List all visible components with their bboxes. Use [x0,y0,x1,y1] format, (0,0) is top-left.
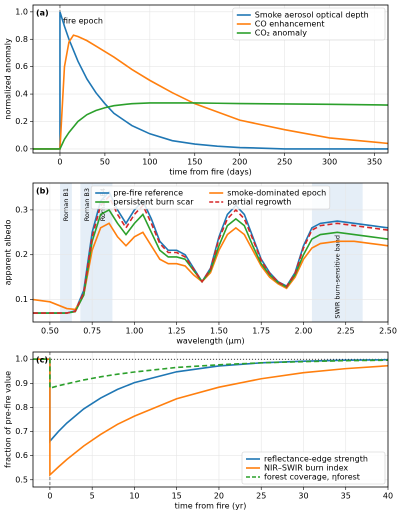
series-line [33,34,388,150]
y-tick-label: 0.0 [15,144,28,153]
legend-label: pre-fire reference [113,189,183,198]
band-label: SWIR burn-sensitive band [333,235,341,319]
x-tick-label: 25 [256,492,266,501]
plot-area [33,358,388,477]
y-tick-label: 0.3 [15,205,28,214]
axes-frame [32,4,389,154]
y-tick-label: 0.1 [15,295,28,304]
y-tick-label: 0.6 [15,451,28,460]
x-tick-label: 1.50 [210,327,228,336]
x-tick-label: 35 [341,492,351,501]
series-line [33,195,388,314]
x-axis-label: time from fire (yr) [175,502,247,511]
series-line [33,358,388,477]
x-tick-label: 2.50 [379,327,397,336]
legend-box [90,185,331,210]
series-line [33,11,388,150]
x-axis-label: wavelength (μm) [176,337,244,346]
panel-label: (a) [36,9,49,18]
legend-box [232,7,386,41]
x-tick-label: 10 [129,492,139,501]
series-line [33,102,388,150]
y-tick-label: 1.0 [15,355,28,364]
band [60,183,72,322]
x-tick-label: 150 [187,158,202,167]
x-tick-label: 1.25 [168,327,186,336]
x-tick-label: 5 [90,492,95,501]
legend-label: smoke-dominated epoch [227,189,326,198]
x-tick-label: 2.00 [295,327,313,336]
band-label: Roman B3 [83,188,91,221]
y-tick-label: 0.8 [15,35,28,44]
plot-area [33,11,388,150]
y-axis-label: fraction of pre-fire value [4,371,13,468]
legend-label: Smoke aerosol optical depth [255,11,369,20]
y-tick-label: 0.8 [15,403,28,412]
x-tick-label: 1.75 [252,327,270,336]
series-line [33,358,388,390]
x-tick-label: 0.50 [41,327,59,336]
legend-label: reflectance-edge strength [264,455,368,464]
x-tick-label: 0.75 [83,327,101,336]
x-tick-label: 250 [277,158,292,167]
x-tick-label: 1.00 [126,327,144,336]
y-axis-label: normalized anomaly [4,38,13,120]
x-tick-label: 20 [214,492,224,501]
panel-label: (b) [36,187,49,196]
x-tick-label: 40 [383,492,393,501]
annotation: fire epoch [63,17,103,26]
y-tick-label: 0.9 [15,379,28,388]
y-tick-label: 0.7 [15,427,28,436]
y-tick-label: 0.2 [15,250,28,259]
series-line [33,358,388,444]
legend-label: persistent burn scar [113,198,194,207]
x-tick-label: 200 [232,158,247,167]
x-tick-label: 100 [142,158,157,167]
panel-label: (c) [36,356,48,365]
y-tick-label: 0.2 [15,117,28,126]
legend-label: partial regrowth [227,198,291,207]
x-axis-label: time from fire (days) [169,168,252,177]
legend-box [241,451,386,485]
x-tick-label: 50 [100,158,110,167]
x-tick-label: 300 [322,158,337,167]
x-tick-label: 2.25 [337,327,355,336]
band-label: Roman B1 [62,188,70,221]
legend-label: NIR–SWIR burn index [264,464,348,473]
legend-label: CO₂ anomaly [255,29,307,38]
axes-frame [32,351,389,488]
y-tick-label: 1.0 [15,7,28,16]
y-axis-label: apparent albedo [4,219,13,285]
y-tick-label: 0.5 [15,475,28,484]
axes-frame [32,182,389,323]
y-tick-label: 0.4 [15,90,28,99]
x-tick-label: 0 [57,158,62,167]
band [93,183,113,322]
legend-label: forest coverage, ηforest [264,473,360,482]
x-tick-label: 350 [367,158,382,167]
legend-label: CO enhancement [255,20,325,29]
x-tick-label: 0 [47,492,52,501]
x-tick-label: 15 [172,492,182,501]
x-tick-label: 30 [298,492,308,501]
y-tick-label: 0.6 [15,62,28,71]
